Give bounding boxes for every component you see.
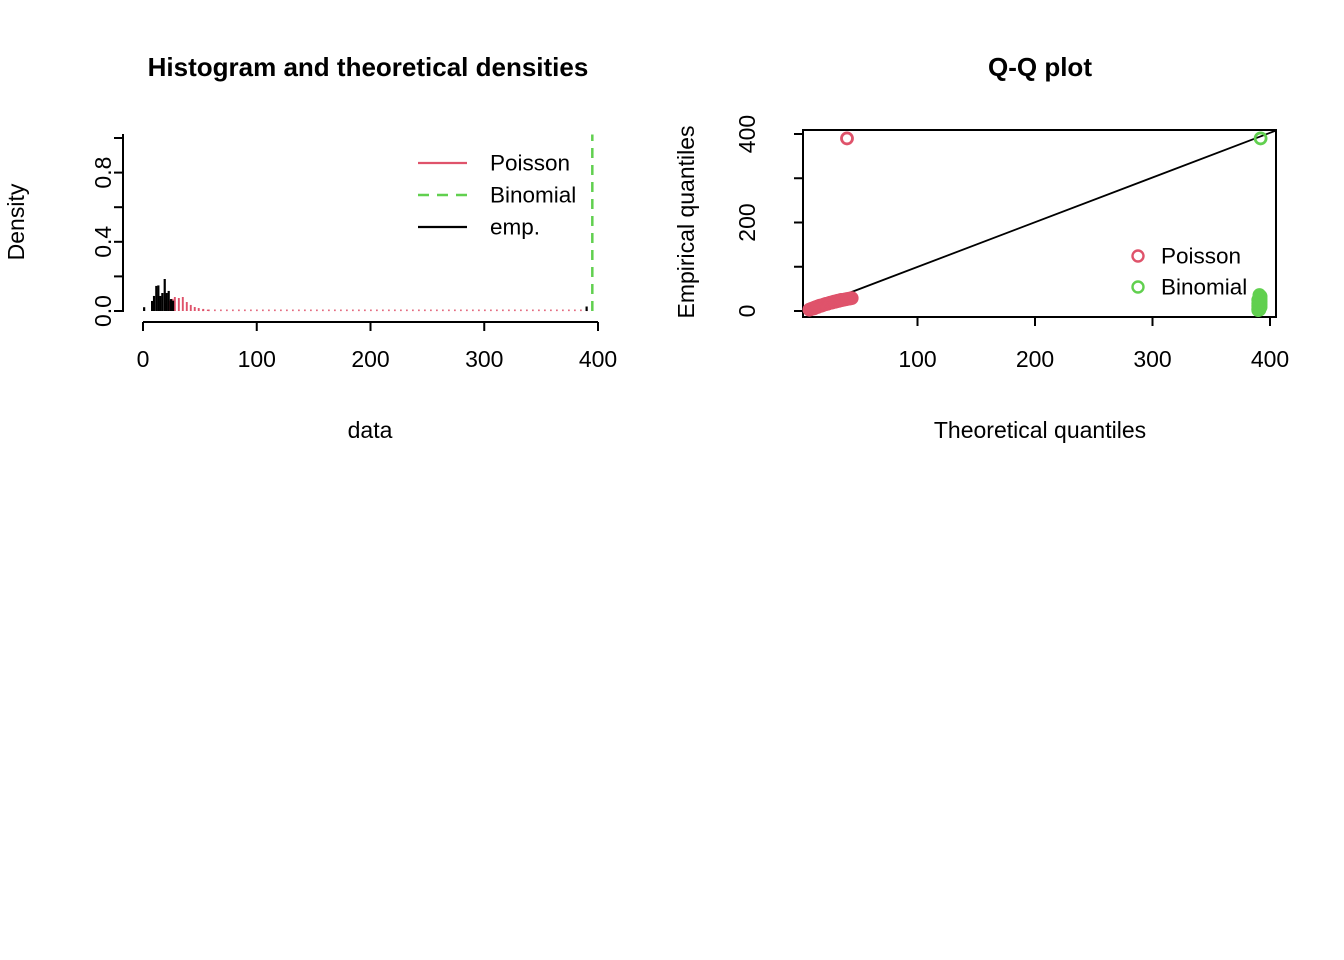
left-y-tick-label: 0.8: [90, 157, 116, 189]
qq-xaxis-label: Theoretical quantiles: [934, 417, 1146, 443]
qq-point-binomial: [1252, 288, 1267, 302]
qq-x-tick-label: 100: [898, 346, 936, 372]
qq-y-tick-label: 400: [734, 115, 760, 153]
legend-label-binomial: Binomial: [490, 183, 576, 208]
left-y-tick-label: 0.0: [90, 295, 116, 327]
left-x-tick-label: 100: [238, 346, 276, 372]
identity-line: [802, 129, 1277, 312]
qq-point-poisson: [844, 291, 859, 306]
left-x-tick-label: 200: [351, 346, 389, 372]
qq-x-tick-label: 400: [1251, 346, 1289, 372]
qq-legend-label-poisson: Poisson: [1161, 244, 1241, 269]
legend-marker-poisson: [1131, 249, 1145, 263]
qq-point-binomial: [1253, 131, 1268, 146]
qq-plot-geometry: 0 200 400 100 200 300 400: [734, 115, 1289, 372]
qq-y-tick-label: 0: [734, 305, 760, 318]
left-x-tick-label: 0: [137, 346, 150, 372]
left-xaxis-label: data: [348, 417, 393, 443]
qq-legend-label-binomial: Binomial: [1161, 275, 1247, 300]
left-plot-geometry: 0.0 0.4 0.8 0 100 200 300 400: [90, 134, 617, 372]
left-yaxis-label: Density: [3, 183, 29, 260]
legend-label-emp: emp.: [490, 215, 540, 240]
left-y-tick-label: 0.4: [90, 226, 116, 258]
left-legend: Poisson Binomial emp.: [418, 151, 576, 240]
qq-plot-title: Q-Q plot: [988, 52, 1092, 82]
left-x-tick-label: 400: [579, 346, 617, 372]
legend-label-poisson: Poisson: [490, 151, 570, 176]
left-x-tick-label: 300: [465, 346, 503, 372]
qq-yaxis-label: Empirical quantiles: [673, 125, 699, 318]
qq-x-tick-label: 300: [1133, 346, 1171, 372]
left-plot-title: Histogram and theoretical densities: [148, 52, 589, 82]
qq-point-poisson: [840, 131, 854, 146]
legend-marker-binomial: [1131, 280, 1145, 294]
qq-x-tick-label: 200: [1016, 346, 1054, 372]
qq-y-tick-label: 200: [734, 203, 760, 241]
qq-legend: Poisson Binomial: [1131, 244, 1247, 300]
